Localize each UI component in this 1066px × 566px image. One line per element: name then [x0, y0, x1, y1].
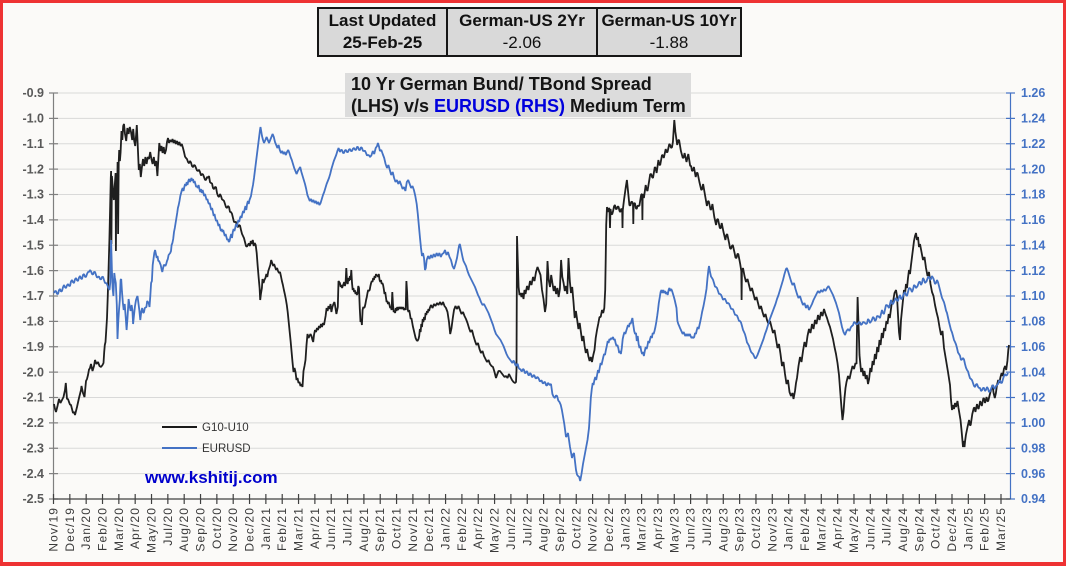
- svg-text:Feb/21: Feb/21: [275, 507, 289, 551]
- svg-text:Jan/22: Jan/22: [439, 507, 453, 550]
- svg-text:Jul/22: Jul/22: [520, 507, 534, 546]
- svg-text:-2.4: -2.4: [22, 467, 44, 481]
- svg-text:-1.1: -1.1: [22, 137, 44, 151]
- svg-text:-2.5: -2.5: [22, 492, 44, 506]
- svg-text:-1.4: -1.4: [22, 213, 44, 227]
- svg-text:Oct/20: Oct/20: [210, 507, 224, 549]
- svg-text:-1.6: -1.6: [22, 264, 44, 278]
- svg-text:Dec/22: Dec/22: [602, 507, 616, 552]
- svg-text:0.94: 0.94: [1021, 492, 1045, 506]
- svg-text:Feb/20: Feb/20: [96, 507, 110, 551]
- svg-text:Mar/20: Mar/20: [112, 507, 126, 551]
- svg-text:Oct/24: Oct/24: [929, 507, 943, 549]
- svg-text:1.26: 1.26: [1021, 86, 1045, 100]
- svg-text:-1.8: -1.8: [22, 315, 44, 329]
- svg-text:0.98: 0.98: [1021, 441, 1045, 455]
- svg-text:Sep/21: Sep/21: [373, 507, 387, 552]
- svg-text:Jan/23: Jan/23: [618, 507, 632, 550]
- svg-text:1.02: 1.02: [1021, 391, 1045, 405]
- svg-text:1.24: 1.24: [1021, 112, 1045, 126]
- svg-text:Jul/23: Jul/23: [700, 507, 714, 546]
- svg-text:Mar/23: Mar/23: [635, 507, 649, 551]
- svg-text:1.14: 1.14: [1021, 238, 1045, 252]
- svg-text:Sep/24: Sep/24: [912, 507, 926, 552]
- svg-text:-0.9: -0.9: [22, 86, 44, 100]
- svg-text:Sep/22: Sep/22: [553, 507, 567, 552]
- svg-text:Aug/22: Aug/22: [537, 507, 551, 552]
- svg-text:Jan/24: Jan/24: [782, 507, 796, 550]
- svg-text:1.04: 1.04: [1021, 365, 1045, 379]
- svg-text:-1.0: -1.0: [22, 112, 44, 126]
- svg-text:Nov/23: Nov/23: [765, 507, 779, 552]
- svg-text:1.18: 1.18: [1021, 188, 1045, 202]
- svg-text:Apr/20: Apr/20: [128, 507, 142, 549]
- svg-text:EURUSD: EURUSD: [202, 443, 251, 455]
- svg-text:Dec/21: Dec/21: [422, 507, 436, 552]
- svg-text:Apr/23: Apr/23: [651, 507, 665, 549]
- svg-text:-2.2: -2.2: [22, 416, 44, 430]
- svg-text:0.96: 0.96: [1021, 467, 1045, 481]
- svg-text:Jan/21: Jan/21: [259, 507, 273, 550]
- svg-text:-1.9: -1.9: [22, 340, 44, 354]
- svg-text:Dec/20: Dec/20: [243, 507, 257, 552]
- svg-text:Aug/21: Aug/21: [357, 507, 371, 552]
- svg-text:Jan/20: Jan/20: [79, 507, 93, 550]
- svg-text:Nov/20: Nov/20: [226, 507, 240, 552]
- svg-text:Jun/22: Jun/22: [504, 507, 518, 550]
- svg-text:Mar/24: Mar/24: [814, 507, 828, 551]
- svg-text:-2.3: -2.3: [22, 441, 44, 455]
- svg-text:May/24: May/24: [847, 507, 861, 553]
- svg-text:Jan/25: Jan/25: [961, 507, 975, 550]
- svg-text:Jun/24: Jun/24: [863, 507, 877, 550]
- svg-text:1.06: 1.06: [1021, 340, 1045, 354]
- svg-text:Feb/22: Feb/22: [455, 507, 469, 551]
- svg-text:May/20: May/20: [145, 507, 159, 553]
- svg-text:Aug/24: Aug/24: [896, 507, 910, 552]
- svg-text:1.10: 1.10: [1021, 289, 1045, 303]
- svg-text:Mar/21: Mar/21: [292, 507, 306, 551]
- svg-text:Nov/19: Nov/19: [47, 507, 61, 552]
- svg-text:Aug/23: Aug/23: [716, 507, 730, 552]
- svg-text:G10-U10: G10-U10: [202, 422, 249, 434]
- svg-text:Jul/20: Jul/20: [161, 507, 175, 546]
- svg-text:1.08: 1.08: [1021, 315, 1045, 329]
- svg-text:1.22: 1.22: [1021, 137, 1045, 151]
- svg-text:Jul/21: Jul/21: [341, 507, 355, 546]
- svg-text:Sep/23: Sep/23: [733, 507, 747, 552]
- svg-text:Jun/23: Jun/23: [684, 507, 698, 550]
- svg-text:Oct/21: Oct/21: [390, 507, 404, 549]
- svg-text:Oct/23: Oct/23: [749, 507, 763, 549]
- svg-text:1.00: 1.00: [1021, 416, 1045, 430]
- svg-text:Sep/20: Sep/20: [194, 507, 208, 552]
- svg-text:Jun/21: Jun/21: [324, 507, 338, 550]
- svg-text:Feb/25: Feb/25: [978, 507, 992, 551]
- svg-text:Jul/24: Jul/24: [880, 507, 894, 546]
- svg-text:Apr/21: Apr/21: [308, 507, 322, 549]
- svg-text:Oct/22: Oct/22: [569, 507, 583, 549]
- svg-text:1.12: 1.12: [1021, 264, 1045, 278]
- svg-text:-1.2: -1.2: [22, 162, 44, 176]
- svg-text:-1.7: -1.7: [22, 289, 44, 303]
- svg-text:Aug/20: Aug/20: [177, 507, 191, 552]
- svg-text:-1.3: -1.3: [22, 188, 44, 202]
- svg-text:Feb/24: Feb/24: [798, 507, 812, 551]
- svg-text:Dec/19: Dec/19: [63, 507, 77, 552]
- svg-text:Nov/21: Nov/21: [406, 507, 420, 552]
- svg-text:May/23: May/23: [667, 507, 681, 553]
- svg-text:May/22: May/22: [488, 507, 502, 553]
- svg-text:www.kshitij.com: www.kshitij.com: [144, 468, 278, 487]
- svg-text:1.20: 1.20: [1021, 162, 1045, 176]
- svg-text:Nov/22: Nov/22: [586, 507, 600, 552]
- svg-text:Apr/24: Apr/24: [831, 507, 845, 549]
- svg-text:Apr/22: Apr/22: [471, 507, 485, 549]
- svg-text:-2.0: -2.0: [22, 365, 44, 379]
- svg-text:Mar/25: Mar/25: [994, 507, 1008, 551]
- svg-text:-2.1: -2.1: [22, 391, 44, 405]
- svg-text:Dec/24: Dec/24: [945, 507, 959, 552]
- svg-text:-1.5: -1.5: [22, 238, 44, 252]
- svg-text:1.16: 1.16: [1021, 213, 1045, 227]
